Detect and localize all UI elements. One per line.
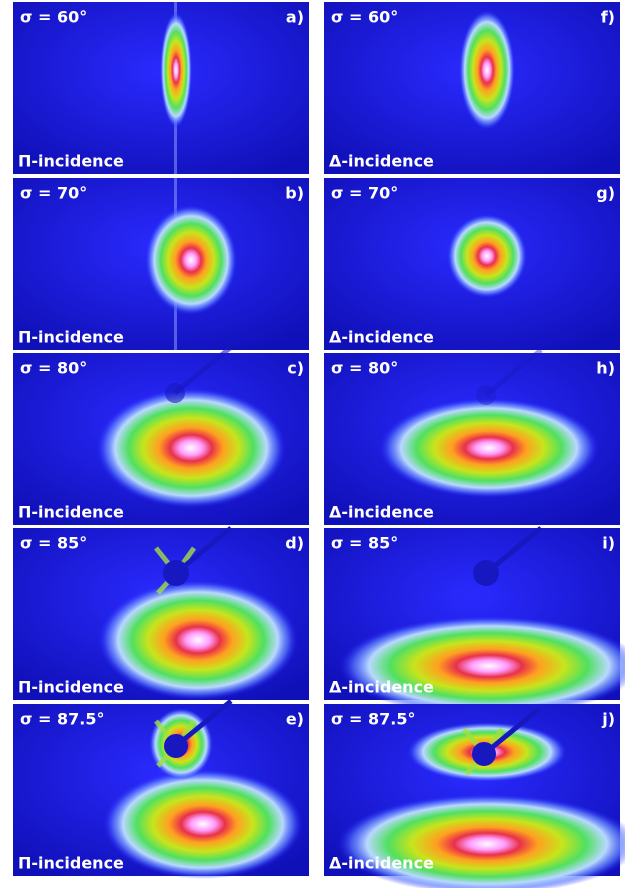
incidence-label: Π-incidence bbox=[18, 328, 124, 347]
sigma-label: σ = 87.5° bbox=[331, 710, 415, 729]
panel-letter: h) bbox=[596, 359, 615, 378]
panel-letter: j) bbox=[601, 710, 615, 729]
incidence-label: Δ-incidence bbox=[329, 503, 434, 522]
incidence-label: Π-incidence bbox=[18, 854, 124, 873]
sigma-label: σ = 60° bbox=[331, 8, 398, 27]
panel: σ = 80° c) Π-incidence bbox=[13, 346, 309, 525]
sigma-label: σ = 80° bbox=[20, 359, 87, 378]
scattering-pattern bbox=[379, 398, 599, 498]
beamstop bbox=[472, 742, 496, 766]
incidence-label: Δ-incidence bbox=[329, 678, 434, 697]
panel-letter: e) bbox=[286, 710, 304, 729]
panel: σ = 85° d) Π-incidence bbox=[13, 526, 309, 700]
incidence-label: Π-incidence bbox=[18, 678, 124, 697]
beamstop bbox=[473, 560, 499, 586]
sigma-label: σ = 70° bbox=[20, 184, 87, 203]
sigma-label: σ = 80° bbox=[331, 359, 398, 378]
beamstop bbox=[165, 383, 185, 403]
panel: σ = 60° f) Δ-incidence bbox=[324, 2, 620, 174]
panel: σ = 70° g) Δ-incidence bbox=[324, 178, 620, 350]
panel-letter: b) bbox=[285, 184, 304, 203]
sigma-label: σ = 87.5° bbox=[20, 710, 104, 729]
panel-letter: a) bbox=[286, 8, 304, 27]
beamstop-arm bbox=[173, 346, 232, 395]
incidence-label: Π-incidence bbox=[18, 152, 124, 171]
scattering-pattern bbox=[459, 10, 515, 130]
panel-letter: f) bbox=[601, 8, 615, 27]
scattering-pattern bbox=[103, 769, 303, 879]
sigma-label: σ = 85° bbox=[331, 534, 398, 553]
scattering-pattern bbox=[447, 214, 527, 298]
panel: σ = 70° b) Π-incidence bbox=[13, 178, 309, 350]
scattering-pattern bbox=[96, 388, 286, 508]
panel: σ = 87.5° j) Δ-incidence bbox=[324, 704, 625, 892]
panel-letter: i) bbox=[602, 534, 615, 553]
incidence-label: Δ-incidence bbox=[329, 152, 434, 171]
sigma-label: σ = 70° bbox=[331, 184, 398, 203]
scattering-pattern bbox=[145, 205, 237, 315]
scattering-pattern bbox=[337, 794, 625, 892]
incidence-label: Π-incidence bbox=[18, 503, 124, 522]
incidence-label: Δ-incidence bbox=[329, 854, 434, 873]
beamstop bbox=[163, 560, 189, 586]
panel-letter: c) bbox=[287, 359, 304, 378]
scattering-pattern bbox=[160, 12, 192, 128]
incidence-label: Δ-incidence bbox=[329, 328, 434, 347]
beamstop-arm bbox=[484, 348, 543, 397]
beamstop bbox=[164, 734, 188, 758]
sigma-label: σ = 60° bbox=[20, 8, 87, 27]
panel: σ = 60° a) Π-incidence bbox=[13, 2, 309, 174]
panel-letter: g) bbox=[596, 184, 615, 203]
scattering-pattern bbox=[98, 580, 298, 700]
panel-letter: d) bbox=[285, 534, 304, 553]
scattering-pattern bbox=[339, 616, 625, 716]
panel: σ = 85° i) Δ-incidence bbox=[324, 526, 625, 716]
panel: σ = 87.5° e) Π-incidence bbox=[13, 699, 309, 879]
sigma-label: σ = 85° bbox=[20, 534, 87, 553]
beamstop bbox=[476, 385, 496, 405]
panel: σ = 80° h) Δ-incidence bbox=[324, 348, 620, 525]
